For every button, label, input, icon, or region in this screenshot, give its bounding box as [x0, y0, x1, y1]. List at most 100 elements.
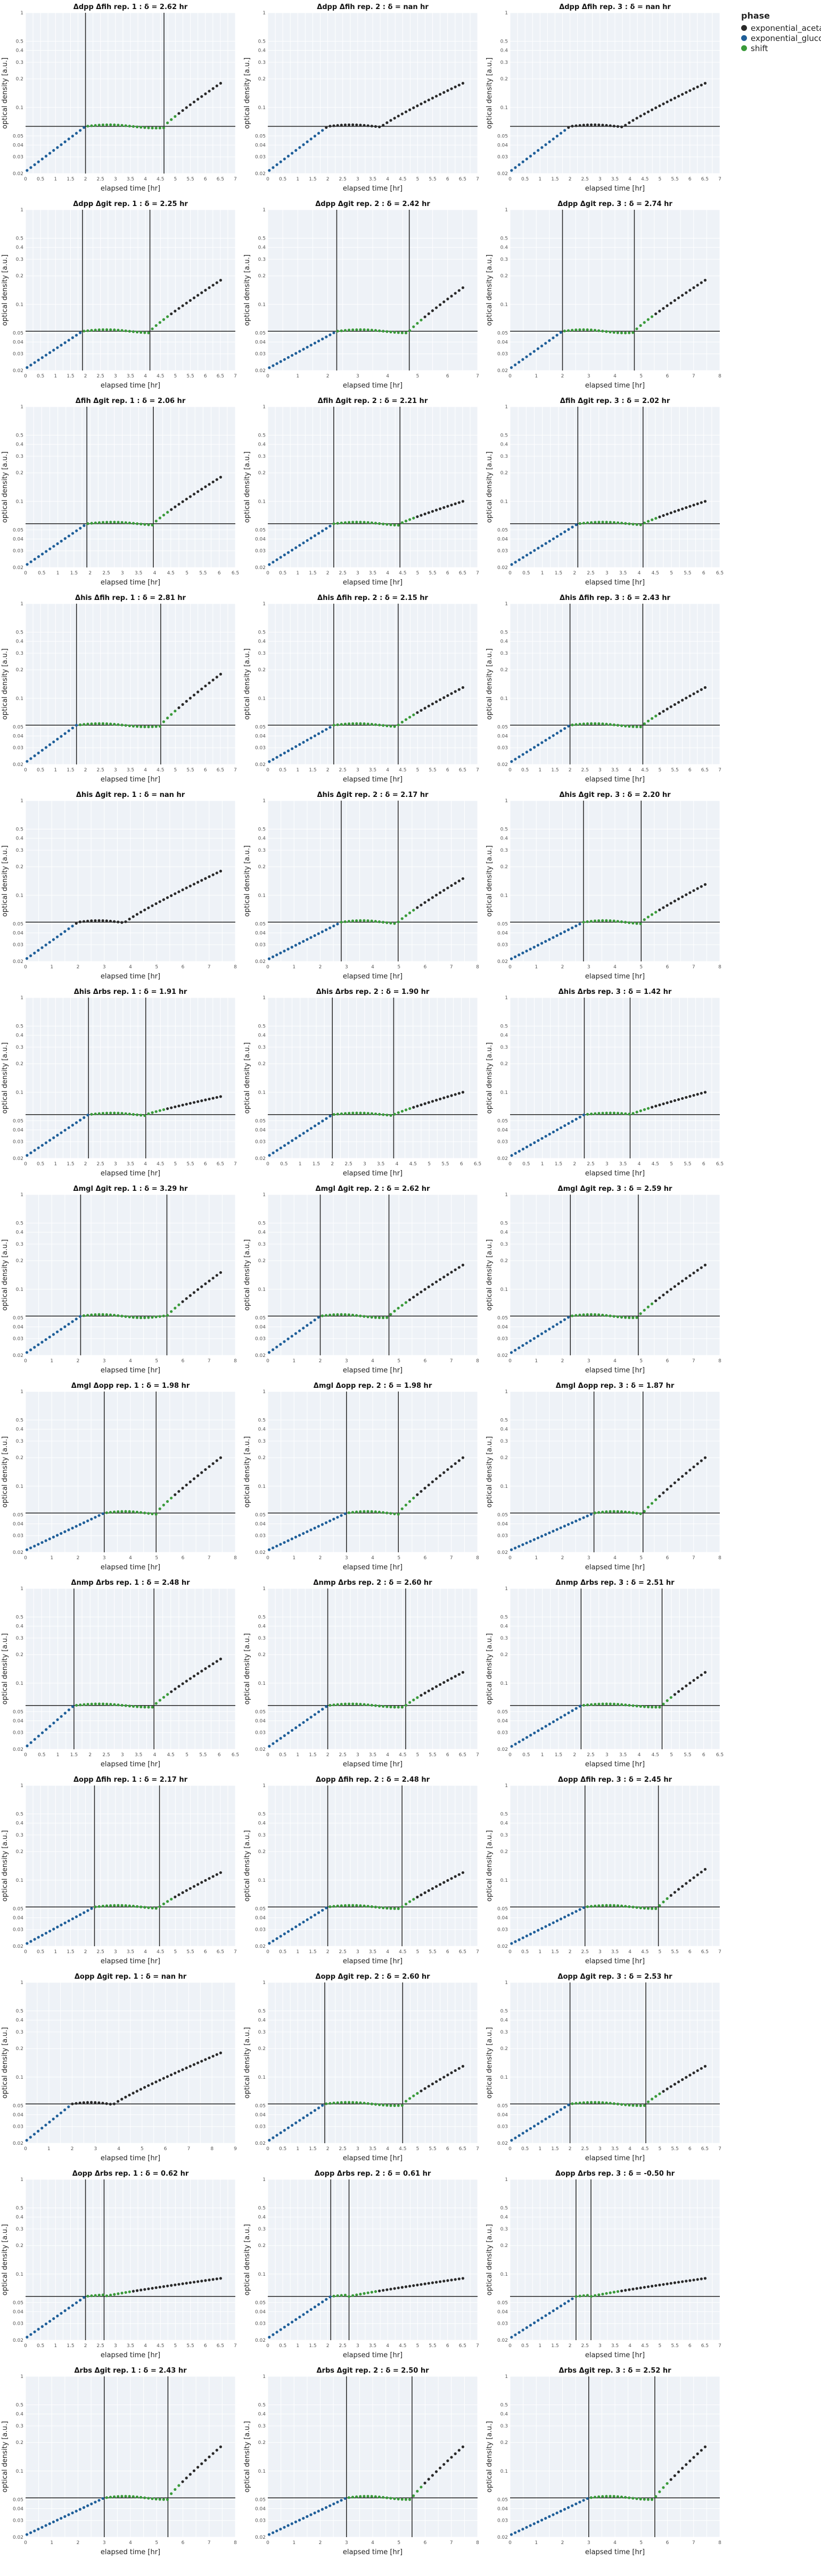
y-tick-label: 0.3 [258, 1439, 266, 1444]
data-point [359, 1112, 362, 1115]
data-point [105, 1313, 108, 1316]
data-point [139, 2088, 143, 2091]
data-point [45, 550, 48, 553]
x-tick-label: 0 [24, 571, 27, 576]
data-point [404, 2100, 408, 2103]
data-point [302, 1721, 305, 1724]
x-tick-label: 5 [185, 571, 188, 576]
x-tick-label: 2 [84, 1949, 87, 1955]
data-point [188, 299, 192, 302]
data-point [82, 2101, 85, 2104]
data-point [177, 1104, 180, 1108]
data-point [124, 2095, 127, 2098]
y-tick-label: 0.2 [500, 471, 508, 476]
x-tick-label: 6.5 [217, 374, 224, 379]
data-point [329, 1905, 332, 1908]
data-point [32, 2133, 36, 2136]
data-point [662, 1293, 665, 1297]
data-point [132, 915, 135, 918]
data-point [63, 1711, 67, 1715]
data-point [658, 309, 661, 312]
x-tick-label: 7 [187, 2146, 191, 2152]
data-point [321, 1908, 324, 1912]
data-point [692, 1093, 695, 1097]
data-point [117, 2292, 120, 2295]
data-point [513, 1546, 517, 1550]
data-point [582, 722, 585, 726]
data-point [143, 1114, 146, 1117]
data-point [48, 1335, 51, 1339]
data-point [52, 2317, 55, 2320]
data-point [219, 2051, 223, 2054]
data-point [681, 1475, 684, 1478]
data-point [132, 2290, 135, 2293]
data-point [529, 2127, 532, 2130]
data-point [154, 1907, 158, 1910]
growth-panel: 0.020.030.040.050.10.20.30.40.510 1 2 3 4 5 6 7… [1, 1382, 237, 1571]
x-tick-label: 3 [587, 1556, 590, 1561]
data-point [117, 723, 120, 726]
x-tick-label: 3.5 [127, 768, 134, 773]
y-tick-label: 0.3 [500, 1439, 508, 1444]
data-point [188, 2473, 192, 2476]
data-point [692, 87, 695, 90]
data-point [692, 1876, 695, 1879]
data-point [298, 2119, 301, 2122]
y-tick-label: 0.5 [258, 1812, 266, 1817]
data-point [336, 923, 339, 926]
x-tick-label: 2.5 [97, 177, 104, 182]
data-point [385, 1906, 389, 1910]
x-tick-label: 1 [538, 177, 541, 182]
data-point [196, 2466, 200, 2469]
data-point [132, 1113, 135, 1116]
data-point [302, 348, 305, 351]
data-point [700, 1266, 703, 1269]
data-point [685, 893, 688, 896]
data-point [571, 2504, 574, 2507]
data-point [363, 1315, 366, 1318]
data-point [363, 1510, 366, 1513]
data-point [639, 1109, 642, 1113]
y-tick-label: 1 [20, 2177, 23, 2183]
data-point [211, 2278, 215, 2281]
data-point [275, 2529, 278, 2532]
x-tick-label: 0 [24, 374, 27, 379]
data-point [703, 81, 707, 85]
x-tick-label: 2.5 [339, 1752, 347, 1758]
data-point [298, 743, 301, 746]
data-point [215, 2053, 218, 2056]
data-point [518, 1740, 521, 1743]
data-point [359, 1904, 362, 1907]
data-point [147, 1512, 150, 1515]
data-point [128, 917, 131, 921]
data-point [703, 2277, 707, 2280]
data-point [639, 1906, 642, 1910]
data-point [52, 2520, 55, 2524]
legend-entry-acetate: exponential_acetate [741, 23, 821, 33]
data-point [363, 1904, 366, 1907]
x-tick-label: 2 [77, 965, 80, 970]
y-tick-label: 0.2 [16, 471, 23, 476]
data-point [654, 2095, 658, 2098]
data-point [654, 312, 658, 316]
data-point [67, 1919, 70, 1922]
data-point [412, 2284, 415, 2287]
data-point [60, 2311, 63, 2315]
data-point [147, 725, 150, 728]
data-point [117, 328, 120, 332]
y-tick-label: 0.3 [16, 2030, 23, 2035]
data-point [211, 873, 215, 876]
data-point [219, 1871, 223, 1874]
data-point [609, 2102, 612, 2105]
data-point [393, 523, 396, 526]
data-point [37, 2129, 40, 2133]
y-tick-label: 1 [262, 405, 266, 410]
x-tick-label: 6 [182, 1359, 185, 1364]
data-point [188, 696, 192, 700]
data-point [404, 718, 408, 721]
data-point [154, 902, 158, 906]
data-point [302, 1327, 305, 1330]
y-tick-label: 0.2 [500, 865, 508, 870]
x-tick-label: 7 [692, 1359, 695, 1364]
data-point [658, 104, 661, 108]
